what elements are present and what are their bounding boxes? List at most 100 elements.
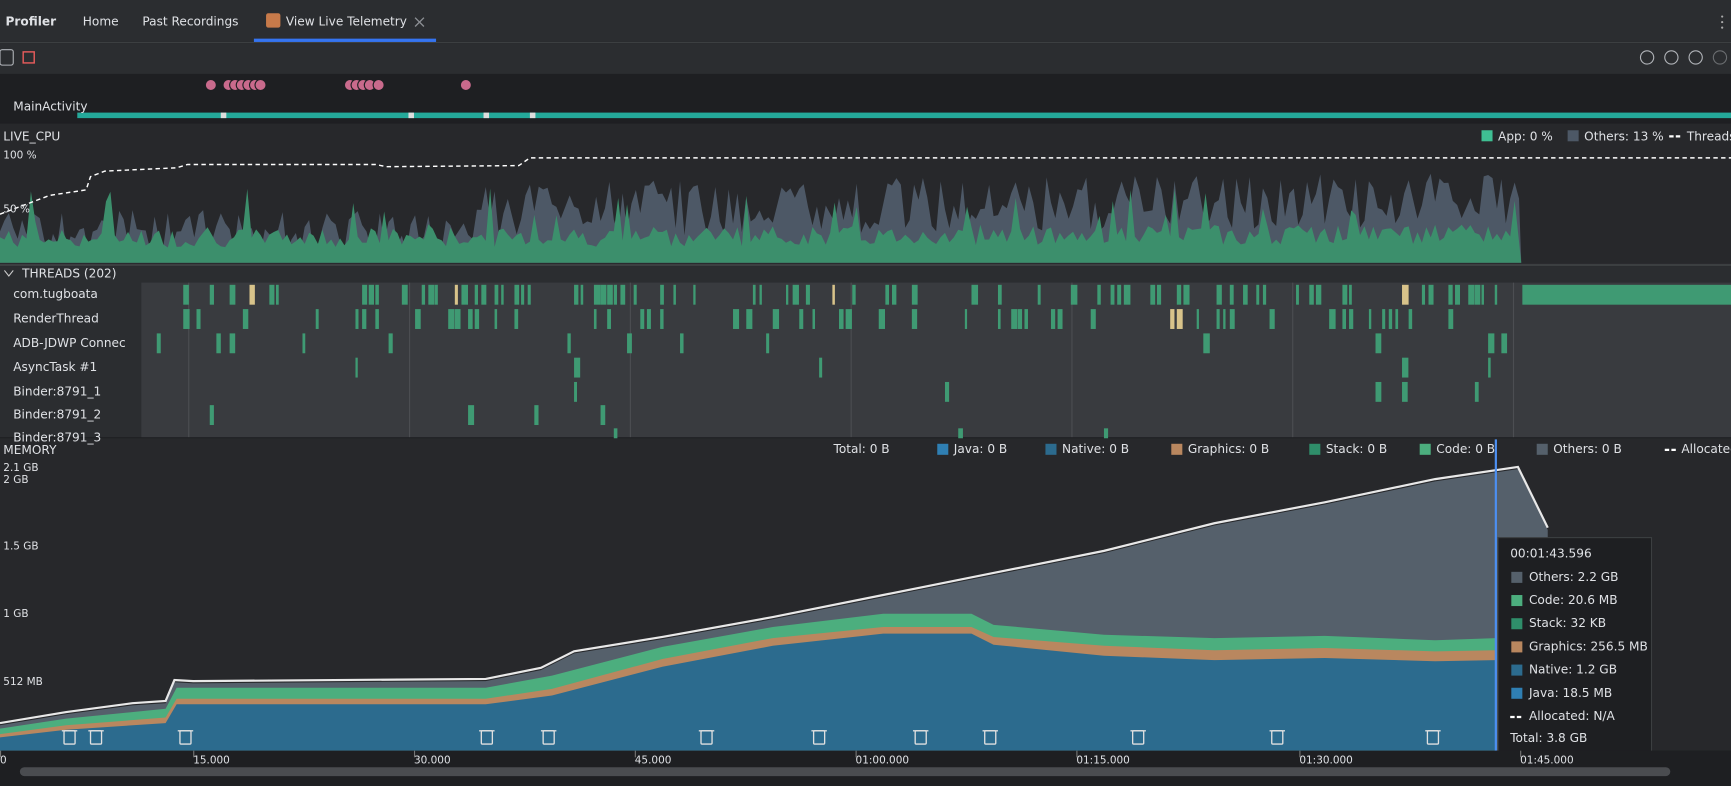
thread-state bbox=[593, 284, 601, 305]
native-area bbox=[0, 633, 1496, 751]
zoom-out[interactable] bbox=[1639, 50, 1655, 65]
thread-state bbox=[1481, 284, 1484, 305]
thread-state bbox=[242, 309, 249, 329]
activity-marker bbox=[529, 112, 536, 119]
scrollbar[interactable] bbox=[19, 767, 1671, 777]
thread-state bbox=[646, 309, 651, 329]
event-dot bbox=[372, 78, 385, 92]
thread-state bbox=[1342, 309, 1347, 329]
tab-close[interactable] bbox=[414, 17, 425, 27]
zoom-in[interactable] bbox=[1664, 50, 1679, 65]
axis-label: 1.5 GB bbox=[3, 540, 38, 552]
thread-state bbox=[1229, 309, 1235, 329]
stop-button[interactable] bbox=[22, 51, 35, 64]
legend-swatch bbox=[937, 443, 949, 455]
thread-activity bbox=[156, 282, 1731, 449]
reset-zoom[interactable] bbox=[1688, 50, 1703, 65]
legend-entry: Code: 0 B bbox=[1436, 442, 1495, 456]
tab[interactable]: Past Recordings bbox=[142, 15, 238, 29]
thread-state bbox=[680, 333, 684, 354]
thread-state bbox=[1070, 284, 1078, 305]
thread-state bbox=[660, 284, 664, 305]
thread-state bbox=[362, 309, 367, 329]
thread-state bbox=[1375, 381, 1382, 402]
tab[interactable]: Home bbox=[83, 15, 119, 29]
thread-state bbox=[673, 284, 676, 305]
legend-entry: App: 0 % bbox=[1498, 129, 1553, 143]
axis-label: 100 % bbox=[3, 150, 36, 162]
thread-state bbox=[461, 284, 468, 305]
time-label: 15.000 bbox=[193, 755, 230, 767]
tab-bar bbox=[0, 0, 1731, 42]
axis-label: 1 GB bbox=[3, 608, 28, 620]
thread-state bbox=[1329, 309, 1336, 329]
thread-state bbox=[1037, 284, 1041, 305]
thread-state bbox=[600, 284, 607, 305]
thread-state bbox=[368, 284, 375, 305]
activity-marker bbox=[220, 112, 227, 119]
thread-state bbox=[1315, 284, 1322, 305]
thread-state bbox=[315, 309, 319, 329]
legend-swatch bbox=[1511, 641, 1523, 653]
thread-state bbox=[839, 309, 844, 329]
legend-entry: Graphics: 0 B bbox=[1188, 442, 1269, 456]
thread-state bbox=[183, 284, 189, 305]
tab[interactable]: View Live Telemetry bbox=[286, 15, 407, 29]
time-label: 30.000 bbox=[414, 755, 451, 767]
collapse-arrow[interactable] bbox=[3, 270, 14, 277]
thread-state bbox=[302, 333, 306, 354]
section-header: THREADS (202) bbox=[21, 266, 116, 280]
thread-state bbox=[1123, 284, 1131, 305]
thread-state bbox=[1243, 284, 1248, 305]
time-label: 01:45.000 bbox=[1520, 755, 1573, 767]
thread-state bbox=[494, 309, 498, 329]
thread-state bbox=[1057, 309, 1063, 329]
thread-state bbox=[593, 309, 597, 329]
tooltip bbox=[1497, 537, 1653, 756]
thread-state bbox=[362, 284, 368, 305]
legend-entry: Threads bbox=[1686, 129, 1731, 143]
thread-state bbox=[1196, 309, 1199, 329]
menu-dot[interactable] bbox=[1721, 26, 1724, 29]
menu-dot[interactable] bbox=[1721, 20, 1724, 24]
thread-state bbox=[845, 309, 852, 329]
attach[interactable] bbox=[1712, 50, 1728, 65]
legend-entry: Stack: 0 B bbox=[1326, 442, 1387, 456]
thread-state bbox=[627, 333, 632, 354]
thread-state bbox=[1388, 309, 1393, 329]
thread-state bbox=[852, 284, 856, 305]
thread-name: Binder:8791_1 bbox=[13, 384, 101, 398]
thread-state bbox=[1216, 309, 1220, 329]
thread-state bbox=[574, 381, 578, 402]
thread-state bbox=[494, 284, 499, 305]
thread-state bbox=[613, 284, 617, 305]
thread-state bbox=[196, 309, 201, 329]
activity-marker bbox=[408, 112, 414, 119]
thread-state bbox=[1050, 309, 1056, 329]
menu-dot[interactable] bbox=[1721, 15, 1724, 18]
thread-state bbox=[481, 284, 487, 305]
thread-state bbox=[1349, 284, 1352, 305]
thread-state bbox=[428, 284, 435, 305]
legend-swatch bbox=[1171, 443, 1183, 455]
thread-lanes bbox=[141, 282, 1731, 438]
thread-state bbox=[1024, 309, 1028, 329]
delete-button[interactable] bbox=[0, 49, 14, 66]
thread-state bbox=[1256, 284, 1260, 305]
thread-state bbox=[454, 309, 461, 329]
thread-state bbox=[1150, 284, 1156, 305]
legend-entry: Allocated bbox=[1681, 442, 1731, 456]
thread-state bbox=[501, 284, 504, 305]
thread-state bbox=[580, 284, 584, 305]
thread-state bbox=[1395, 309, 1399, 329]
thread-state bbox=[997, 309, 1001, 329]
thread-state bbox=[183, 309, 190, 329]
time-label: 0 bbox=[0, 755, 7, 767]
legend-entry: Java: 0 B bbox=[953, 442, 1007, 456]
thread-state bbox=[964, 309, 968, 329]
thread-state bbox=[1448, 284, 1453, 305]
thread-state bbox=[421, 284, 426, 305]
thread-state bbox=[574, 357, 581, 378]
total-line bbox=[0, 465, 1549, 725]
